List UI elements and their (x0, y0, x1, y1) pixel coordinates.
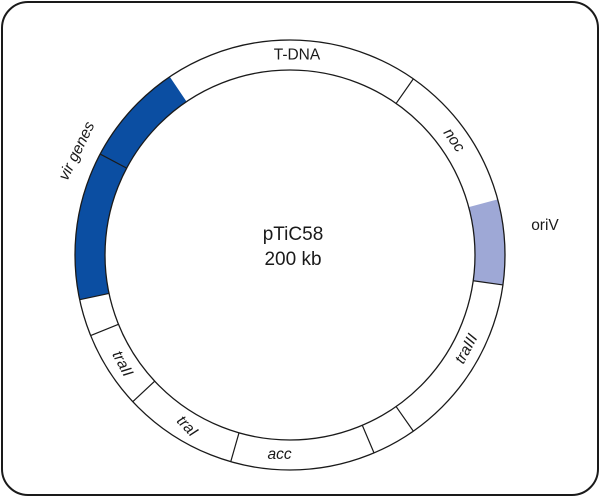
acc-label: acc (267, 446, 291, 463)
segment-divider (473, 280, 503, 286)
segment-divider (361, 425, 375, 454)
ring-inner-edge (104, 69, 476, 441)
plasmid-size: 200 kb (264, 249, 321, 270)
segment-divider (79, 292, 110, 301)
plasmid-name: pTiC58 (263, 224, 324, 245)
segment-divider (230, 432, 240, 462)
ring-outer-edge (74, 39, 506, 471)
oriv-label: oriV (531, 217, 559, 234)
oriv-region (468, 199, 505, 285)
tdna-label: T-DNA (274, 47, 321, 64)
segment-divider (90, 323, 119, 337)
segment-divider (132, 380, 156, 403)
vir-region (75, 76, 187, 300)
plasmid-ring (74, 39, 506, 471)
segment-divider (99, 153, 127, 169)
segment-divider (395, 406, 414, 432)
segment-divider (395, 78, 414, 104)
